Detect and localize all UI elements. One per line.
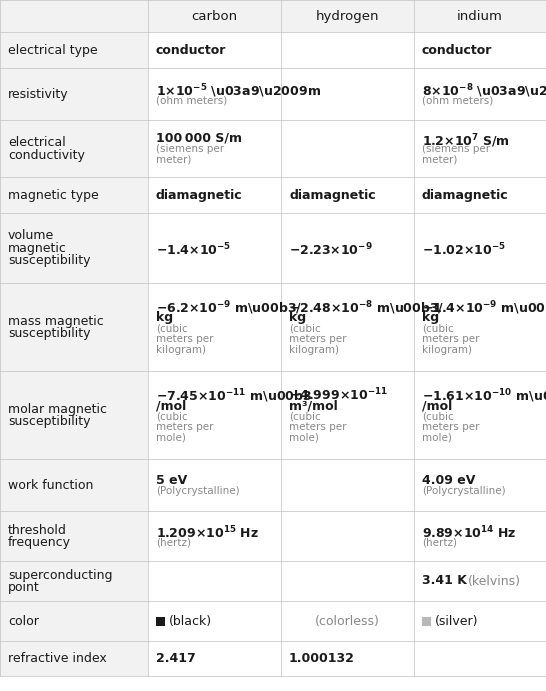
Text: 100 000 S/m: 100 000 S/m [156,132,242,145]
Text: kilogram): kilogram) [289,345,339,354]
Text: susceptibility: susceptibility [8,327,91,340]
Text: /mol: /mol [156,399,186,413]
Text: (siemens per: (siemens per [156,144,224,154]
Text: (hertz): (hertz) [156,537,191,547]
Text: threshold: threshold [8,524,67,537]
Text: (cubic: (cubic [422,324,454,334]
Text: (colorless): (colorless) [315,614,380,627]
Text: mole): mole) [422,433,452,443]
Text: susceptibility: susceptibility [8,415,91,428]
Text: (silver): (silver) [435,614,478,627]
Text: diamagnetic: diamagnetic [156,189,242,202]
Text: work function: work function [8,479,93,492]
Text: frequency: frequency [8,536,71,549]
Text: (cubic: (cubic [156,412,188,422]
Bar [156,616,165,625]
Text: $\mathbf{1{\times}10^{-5}}$ \u03a9\u2009m: $\mathbf{1{\times}10^{-5}}$ \u03a9\u2009… [156,83,321,100]
Text: mole): mole) [156,433,186,443]
Text: point: point [8,581,40,594]
Text: mass magnetic: mass magnetic [8,314,104,328]
Text: meters per: meters per [289,334,347,344]
Text: 3.41 K: 3.41 K [422,574,471,587]
Text: (ohm meters): (ohm meters) [156,95,227,105]
Text: superconducting: superconducting [8,569,112,582]
Text: susceptibility: susceptibility [8,254,91,267]
Text: $\mathbf{1.2{\times}10^{7}}$ S/m: $\mathbf{1.2{\times}10^{7}}$ S/m [422,132,510,149]
Text: (cubic: (cubic [156,324,188,334]
Text: kg: kg [289,312,306,325]
Text: meters per: meters per [422,334,479,344]
Text: (ohm meters): (ohm meters) [422,95,493,105]
Text: color: color [8,615,39,628]
Text: meters per: meters per [289,422,347,433]
Text: $\mathbf{-6.2{\times}10^{-9}}$ m\u00b3/: $\mathbf{-6.2{\times}10^{-9}}$ m\u00b3/ [156,299,302,316]
Text: meters per: meters per [422,422,479,433]
Text: electrical: electrical [8,136,66,149]
Text: $\mathbf{-2.48{\times}10^{-8}}$ m\u00b3/: $\mathbf{-2.48{\times}10^{-8}}$ m\u00b3/ [289,299,444,316]
Text: $\mathbf{8{\times}10^{-8}}$ \u03a9\u2009m: $\mathbf{8{\times}10^{-8}}$ \u03a9\u2009… [422,83,546,100]
Text: meter): meter) [422,155,458,164]
Text: electrical type: electrical type [8,44,98,57]
Text: $\mathbf{-4.999{\times}10^{-11}}$: $\mathbf{-4.999{\times}10^{-11}}$ [289,387,388,404]
Text: $\mathbf{-7.45{\times}10^{-11}}$ m\u00b3: $\mathbf{-7.45{\times}10^{-11}}$ m\u00b3 [156,387,312,405]
Text: meters per: meters per [156,422,213,433]
Text: (cubic: (cubic [289,324,321,334]
Text: /mol: /mol [422,399,452,413]
Text: (siemens per: (siemens per [422,144,490,154]
Text: (cubic: (cubic [289,412,321,422]
Bar [0,32,148,676]
Text: refractive index: refractive index [8,652,107,665]
Text: $\mathbf{9.89{\times}10^{14}}$ Hz: $\mathbf{9.89{\times}10^{14}}$ Hz [422,524,517,541]
Text: kilogram): kilogram) [156,345,206,354]
Text: diamagnetic: diamagnetic [289,189,376,202]
Text: volume: volume [8,229,54,243]
Text: (kelvins): (kelvins) [468,574,521,587]
Text: conductor: conductor [422,44,492,57]
Text: 1.000132: 1.000132 [289,652,355,665]
Text: molar magnetic: molar magnetic [8,403,107,415]
Text: $\mathbf{1.209{\times}10^{15}}$ Hz: $\mathbf{1.209{\times}10^{15}}$ Hz [156,524,259,541]
Text: (cubic: (cubic [422,412,454,422]
Text: carbon: carbon [192,10,238,23]
Text: $\mathbf{-1.4{\times}10^{-5}}$: $\mathbf{-1.4{\times}10^{-5}}$ [156,242,232,258]
Text: 5 eV: 5 eV [156,473,187,486]
Text: magnetic: magnetic [8,242,67,255]
Text: 2.417: 2.417 [156,652,196,665]
Text: $\mathbf{-1.61{\times}10^{-10}}$ m\u00b3: $\mathbf{-1.61{\times}10^{-10}}$ m\u00b3 [422,387,546,405]
Text: diamagnetic: diamagnetic [422,189,509,202]
Text: hydrogen: hydrogen [316,10,379,23]
Text: mole): mole) [289,433,319,443]
Text: (Polycrystalline): (Polycrystalline) [156,486,240,496]
Text: resistivity: resistivity [8,88,69,101]
Text: (black): (black) [169,614,212,627]
Text: 4.09 eV: 4.09 eV [422,473,476,486]
Text: (Polycrystalline): (Polycrystalline) [422,486,506,496]
Text: kg: kg [422,312,439,325]
Text: kilogram): kilogram) [422,345,472,354]
Text: m³/mol: m³/mol [289,399,338,413]
Text: $\mathbf{-2.23{\times}10^{-9}}$: $\mathbf{-2.23{\times}10^{-9}}$ [289,242,373,258]
Bar [0,0,546,32]
Text: conductor: conductor [156,44,227,57]
Text: magnetic type: magnetic type [8,189,99,202]
Text: $\mathbf{-1.4{\times}10^{-9}}$ m\u00b3/: $\mathbf{-1.4{\times}10^{-9}}$ m\u00b3/ [422,299,546,316]
Text: kg: kg [156,312,173,325]
Text: conductivity: conductivity [8,149,85,162]
Text: meter): meter) [156,155,192,164]
Text: $\mathbf{-1.02{\times}10^{-5}}$: $\mathbf{-1.02{\times}10^{-5}}$ [422,242,506,258]
Text: (hertz): (hertz) [422,537,457,547]
Text: indium: indium [457,10,503,23]
Text: meters per: meters per [156,334,213,344]
Bar [422,616,431,625]
